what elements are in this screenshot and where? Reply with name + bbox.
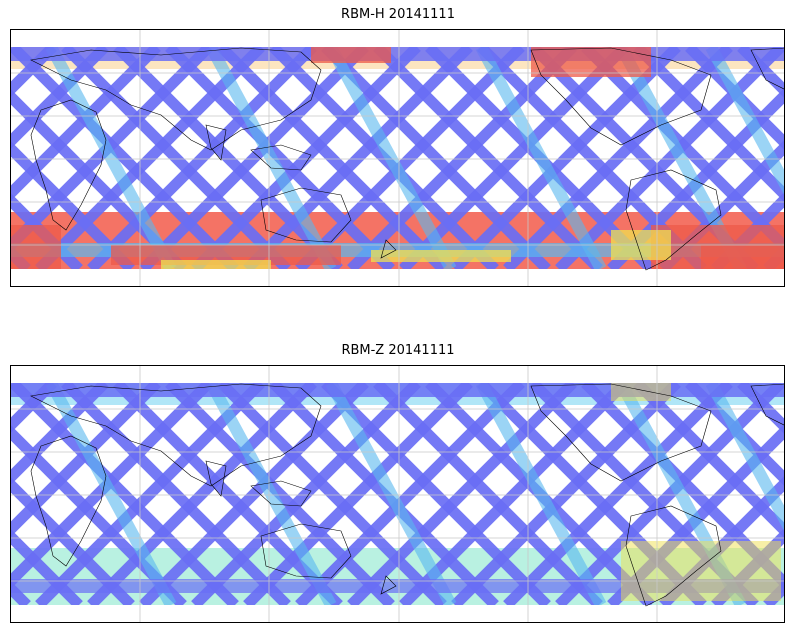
map-canvas-rbm-h: [11, 30, 784, 286]
swath-layer: [11, 47, 784, 269]
descending-track: [347, 47, 577, 269]
descending-track: [191, 47, 421, 269]
panel-title-rbm-z: RBM-Z 20141111: [341, 343, 455, 358]
ascending-track: [61, 47, 291, 269]
hot-region: [531, 47, 651, 77]
ascending-track: [11, 141, 135, 269]
mid-track: [205, 383, 337, 605]
ascending-track: [373, 383, 603, 605]
warm-region: [621, 541, 781, 601]
coastline-icon: [30, 99, 107, 231]
descending-track: [11, 383, 57, 433]
coastline-icon: [205, 124, 227, 161]
mid-track: [45, 47, 177, 269]
coastline-icon: [380, 575, 397, 595]
coastline-icon: [750, 47, 784, 90]
ascending-track: [11, 383, 239, 605]
ascending-track: [633, 383, 784, 538]
descending-track: [35, 47, 265, 269]
panel-title-rbm-h: RBM-H 20141111: [341, 7, 455, 22]
descending-track: [11, 383, 161, 537]
ascending-track: [373, 47, 603, 269]
map-canvas-rbm-z: [11, 366, 784, 622]
ascending-track: [321, 383, 551, 605]
descending-track: [87, 47, 317, 269]
descending-track: [139, 383, 369, 605]
descending-track: [347, 383, 577, 605]
ascending-track: [217, 383, 447, 605]
ascending-track: [11, 529, 83, 605]
descending-track: [503, 47, 733, 269]
ascending-track: [61, 383, 291, 605]
coastline-icon: [30, 47, 322, 151]
coastline-icon: [30, 383, 322, 487]
map-panel-rbm-h: [10, 29, 785, 287]
coastline-icon: [625, 169, 722, 271]
ascending-track: [113, 383, 343, 605]
ascending-track: [165, 47, 395, 269]
coastline-icon: [380, 239, 397, 259]
coastline-icon: [260, 523, 352, 579]
map-panel-rbm-z: [10, 365, 785, 623]
coastline-icon: [530, 47, 712, 146]
coastline-icon: [30, 435, 107, 567]
mid-track: [205, 47, 337, 269]
ascending-track: [113, 47, 343, 269]
ascending-track: [321, 47, 551, 269]
descending-track: [11, 383, 213, 589]
coastline-icon: [530, 383, 712, 482]
coastline-icon: [250, 144, 312, 171]
north-dense-band: [11, 383, 784, 397]
swath-layer: [11, 383, 784, 605]
descending-track: [139, 47, 369, 269]
warm-region: [371, 250, 511, 262]
warm-region: [161, 260, 271, 269]
ascending-track: [633, 47, 784, 202]
mid-track: [325, 383, 457, 605]
warm-region: [611, 383, 671, 401]
descending-track: [399, 383, 629, 605]
south-dense-band: [11, 579, 784, 593]
descending-track: [35, 383, 265, 605]
descending-track: [243, 383, 473, 605]
coastline-icon: [205, 460, 227, 497]
hot-region: [11, 225, 61, 269]
mid-track: [475, 47, 607, 269]
coastline-icon: [625, 505, 722, 607]
ascending-track: [737, 383, 784, 434]
descending-track: [243, 47, 473, 269]
coastline-icon: [260, 187, 352, 243]
descending-track: [555, 383, 784, 605]
ascending-track: [11, 47, 239, 269]
hot-region: [311, 47, 391, 63]
hot-region: [701, 245, 784, 269]
ascending-track: [217, 47, 447, 269]
ascending-track: [737, 47, 784, 98]
ascending-track: [269, 47, 499, 269]
ascending-track: [165, 383, 395, 605]
north-dense-band: [11, 47, 784, 61]
mid-track: [705, 383, 784, 531]
mid-track: [475, 383, 607, 605]
descending-track: [503, 383, 733, 605]
descending-track: [87, 383, 317, 605]
ascending-track: [11, 477, 135, 605]
descending-track: [295, 47, 525, 269]
descending-track: [11, 47, 57, 97]
ascending-track: [269, 383, 499, 605]
descending-track: [191, 383, 421, 605]
coastline-icon: [250, 480, 312, 507]
descending-track: [295, 383, 525, 605]
mid-track: [325, 47, 457, 269]
descending-track: [555, 47, 784, 269]
mid-track: [705, 47, 784, 195]
descending-track: [11, 47, 161, 201]
coastline-icon: [750, 383, 784, 426]
mid-track: [45, 383, 177, 605]
descending-track: [399, 47, 629, 269]
